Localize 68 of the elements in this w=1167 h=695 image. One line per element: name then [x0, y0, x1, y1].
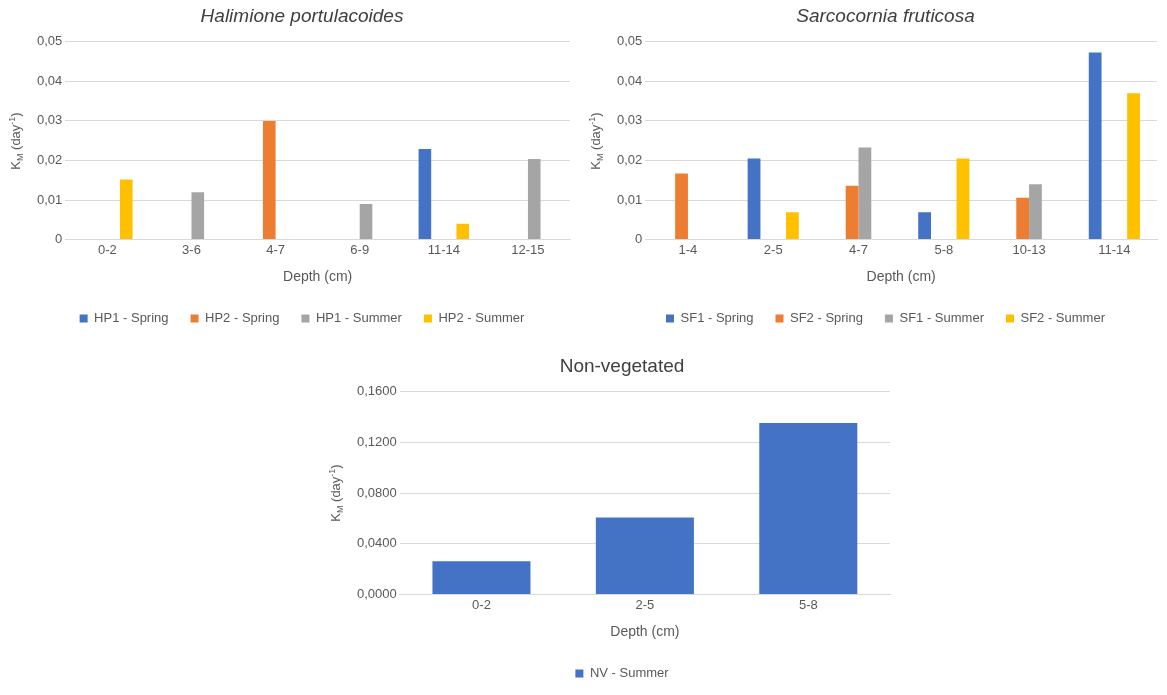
legend-label: SF1 - Summer: [899, 310, 985, 326]
x-axis-title: Depth (cm): [283, 268, 353, 285]
bar: [418, 149, 432, 240]
y-tick-label: 0,03: [36, 112, 63, 128]
x-tick-label: 4-7: [849, 241, 868, 257]
y-tick-label: 0,01: [616, 191, 643, 207]
y-tick-label: 0,01: [36, 191, 63, 207]
y-tick-label: 0,04: [36, 72, 63, 88]
bar: [1088, 52, 1102, 240]
y-tick-label: 0,1600: [357, 383, 397, 399]
legend-label: SF2 - Summer: [1020, 310, 1106, 326]
legend-label: HP2 - Summer: [438, 310, 526, 326]
legend-label: SF2 - Spring: [789, 310, 863, 326]
bar: [262, 120, 276, 240]
chart-title: Sarcocornia fruticosa: [796, 4, 975, 26]
bar: [1016, 197, 1030, 240]
bar: [918, 212, 931, 240]
y-tick-label: 0,1200: [357, 434, 397, 450]
y-tick-label: 0,02: [36, 152, 63, 168]
y-tick-label: 0,05: [616, 33, 643, 49]
bar: [747, 158, 761, 240]
y-tick-label: 0,02: [616, 152, 643, 168]
y-tick-label: 0,0800: [357, 484, 397, 500]
x-tick-label: 2-5: [763, 241, 783, 257]
bar: [786, 212, 799, 240]
y-tick-label: 0,04: [616, 72, 643, 88]
bar: [359, 204, 373, 240]
y-tick-label: 0,03: [616, 112, 643, 128]
legend-label: NV - Summer: [589, 665, 670, 681]
x-tick-label: 0-2: [472, 596, 491, 612]
y-tick-label: 0: [635, 231, 643, 247]
y-tick-label: 0,0400: [357, 535, 397, 551]
x-tick-label: 1-4: [678, 241, 698, 257]
bar: [119, 179, 133, 240]
bar: [675, 173, 688, 240]
x-tick-label: 4-7: [266, 241, 285, 257]
bar: [1029, 184, 1042, 240]
x-tick-label: 5-8: [798, 596, 818, 612]
bar: [527, 158, 541, 240]
chart-title: Halimione portulacoides: [200, 4, 404, 26]
x-tick-label: 10-13: [1012, 241, 1046, 257]
x-tick-label: 3-6: [182, 241, 201, 257]
bar: [595, 517, 694, 595]
legend-label: HP1 - Summer: [315, 310, 403, 326]
y-tick-label: 0,0000: [357, 586, 397, 602]
x-tick-label: 5-8: [934, 241, 954, 257]
chart-title: Non-vegetated: [559, 354, 685, 376]
bar: [432, 561, 531, 595]
bar: [858, 147, 872, 240]
x-tick-label: 6-9: [350, 241, 370, 257]
x-tick-label: 11-14: [427, 241, 460, 257]
bar: [1127, 93, 1140, 240]
legend-label: HP1 - Spring: [94, 310, 169, 326]
bar: [956, 158, 970, 240]
y-tick-label: 0: [55, 231, 63, 247]
bar: [845, 185, 859, 240]
x-tick-label: 12-15: [511, 241, 545, 257]
y-tick-label: 0,05: [36, 33, 63, 49]
legend-label: HP2 - Spring: [205, 310, 280, 326]
legend-label: SF1 - Spring: [680, 310, 754, 326]
x-tick-label: 0-2: [97, 241, 117, 257]
x-tick-label: 2-5: [635, 596, 655, 612]
x-axis-title: Depth (cm): [610, 623, 680, 640]
x-tick-label: 11-14: [1098, 241, 1131, 257]
bar: [759, 423, 858, 595]
bar: [191, 192, 205, 240]
x-axis-title: Depth (cm): [866, 268, 936, 285]
bar: [456, 223, 470, 240]
